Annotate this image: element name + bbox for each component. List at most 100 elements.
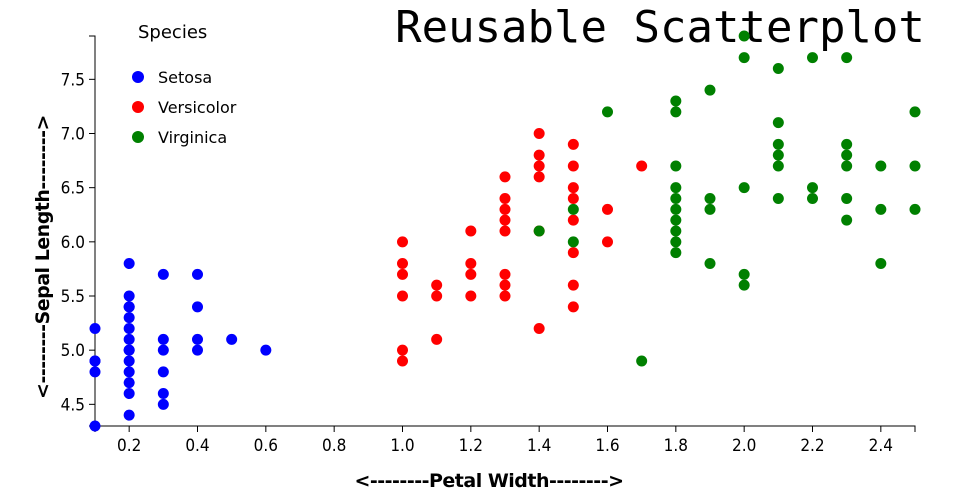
x-tick-label: 1.6 (595, 436, 619, 456)
x-tick-label: 0.2 (117, 436, 141, 456)
data-point-versicolor (636, 160, 648, 172)
data-point-setosa (192, 301, 203, 313)
y-tick-label: 6.5 (61, 179, 85, 199)
data-point-virginica (841, 193, 853, 204)
x-tick-label: 2.2 (800, 436, 824, 456)
x-tick-label: 1.8 (664, 436, 688, 456)
data-point-setosa (157, 388, 169, 399)
data-point-setosa (123, 333, 135, 345)
data-point-virginica (738, 279, 750, 291)
legend-title: Species (138, 22, 207, 43)
data-point-setosa (192, 333, 203, 345)
data-point-versicolor (499, 225, 511, 237)
data-point-setosa (123, 323, 135, 334)
data-point-virginica (602, 106, 613, 118)
data-point-setosa (123, 301, 135, 313)
data-point-virginica (807, 182, 818, 194)
data-point-versicolor (533, 171, 545, 183)
data-point-versicolor (533, 128, 545, 139)
data-point-virginica (772, 193, 784, 204)
data-point-versicolor (499, 171, 511, 183)
data-point-versicolor (567, 214, 579, 226)
legend-marker-setosa (132, 71, 144, 83)
y-tick-label: 5.0 (61, 341, 85, 361)
data-point-virginica (738, 182, 750, 194)
data-point-virginica (841, 149, 853, 161)
data-point-setosa (123, 344, 135, 356)
data-point-versicolor (533, 323, 545, 334)
data-point-versicolor (567, 193, 579, 204)
data-point-virginica (841, 160, 853, 172)
data-point-virginica (567, 203, 579, 215)
y-axis-label: <--------Sepal Length--------> (32, 115, 54, 399)
data-point-virginica (875, 258, 887, 269)
data-point-setosa (157, 366, 169, 378)
data-point-setosa (123, 312, 135, 324)
data-point-setosa (192, 268, 203, 280)
data-point-versicolor (397, 258, 408, 269)
data-point-versicolor (567, 138, 579, 150)
data-point-versicolor (397, 268, 408, 280)
data-point-setosa (226, 333, 238, 345)
data-point-virginica (670, 214, 682, 226)
data-point-virginica (875, 160, 887, 172)
data-point-virginica (772, 138, 784, 150)
data-point-versicolor (431, 279, 443, 291)
data-point-virginica (807, 193, 818, 204)
data-point-versicolor (567, 160, 579, 172)
x-axis-line (94, 425, 916, 432)
data-point-virginica (875, 203, 887, 215)
data-point-virginica (738, 268, 750, 280)
x-tick-label: 1.0 (390, 436, 414, 456)
data-point-versicolor (499, 193, 511, 204)
data-point-virginica (670, 193, 682, 204)
data-point-virginica (670, 106, 682, 118)
data-point-virginica (841, 52, 853, 64)
data-point-versicolor (465, 268, 477, 280)
data-point-setosa (123, 258, 135, 269)
data-point-virginica (909, 203, 921, 215)
x-axis-label: <--------Petal Width--------> (354, 470, 623, 492)
x-tick-label: 1.4 (527, 436, 551, 456)
y-tick-label: 7.5 (61, 70, 85, 90)
legend-marker-virginica (132, 131, 144, 143)
legend: Species Setosa Versicolor Virginica (132, 22, 237, 147)
x-tick-label: 2.0 (732, 436, 756, 456)
data-point-versicolor (499, 203, 511, 215)
data-point-versicolor (533, 160, 545, 172)
data-point-setosa (89, 420, 101, 432)
data-point-versicolor (431, 333, 443, 345)
data-point-virginica (807, 52, 818, 64)
data-point-virginica (636, 355, 648, 367)
data-points (89, 30, 921, 432)
data-point-versicolor (465, 258, 477, 269)
data-point-setosa (157, 344, 169, 356)
y-tick-label: 6.0 (61, 233, 85, 253)
data-point-setosa (157, 268, 169, 280)
data-point-virginica (772, 63, 784, 74)
data-point-virginica (670, 160, 682, 172)
data-point-virginica (670, 203, 682, 215)
legend-label-setosa: Setosa (158, 68, 212, 87)
data-point-versicolor (465, 290, 477, 302)
data-point-virginica (670, 95, 682, 107)
data-point-virginica (841, 214, 853, 226)
data-point-virginica (704, 84, 716, 96)
y-tick-label: 4.5 (61, 395, 85, 415)
data-point-setosa (123, 290, 135, 302)
y-tick-label: 5.5 (61, 287, 85, 307)
data-point-virginica (670, 247, 682, 259)
data-point-virginica (704, 193, 716, 204)
data-point-versicolor (397, 355, 408, 367)
legend-marker-versicolor (132, 101, 144, 113)
data-point-versicolor (431, 290, 443, 302)
data-point-virginica (772, 160, 784, 172)
data-point-versicolor (533, 149, 545, 161)
data-point-virginica (841, 138, 853, 150)
data-point-virginica (533, 225, 545, 237)
data-point-virginica (567, 236, 579, 248)
data-point-virginica (909, 106, 921, 118)
data-point-versicolor (567, 182, 579, 194)
data-point-setosa (123, 377, 135, 389)
data-point-virginica (670, 182, 682, 194)
